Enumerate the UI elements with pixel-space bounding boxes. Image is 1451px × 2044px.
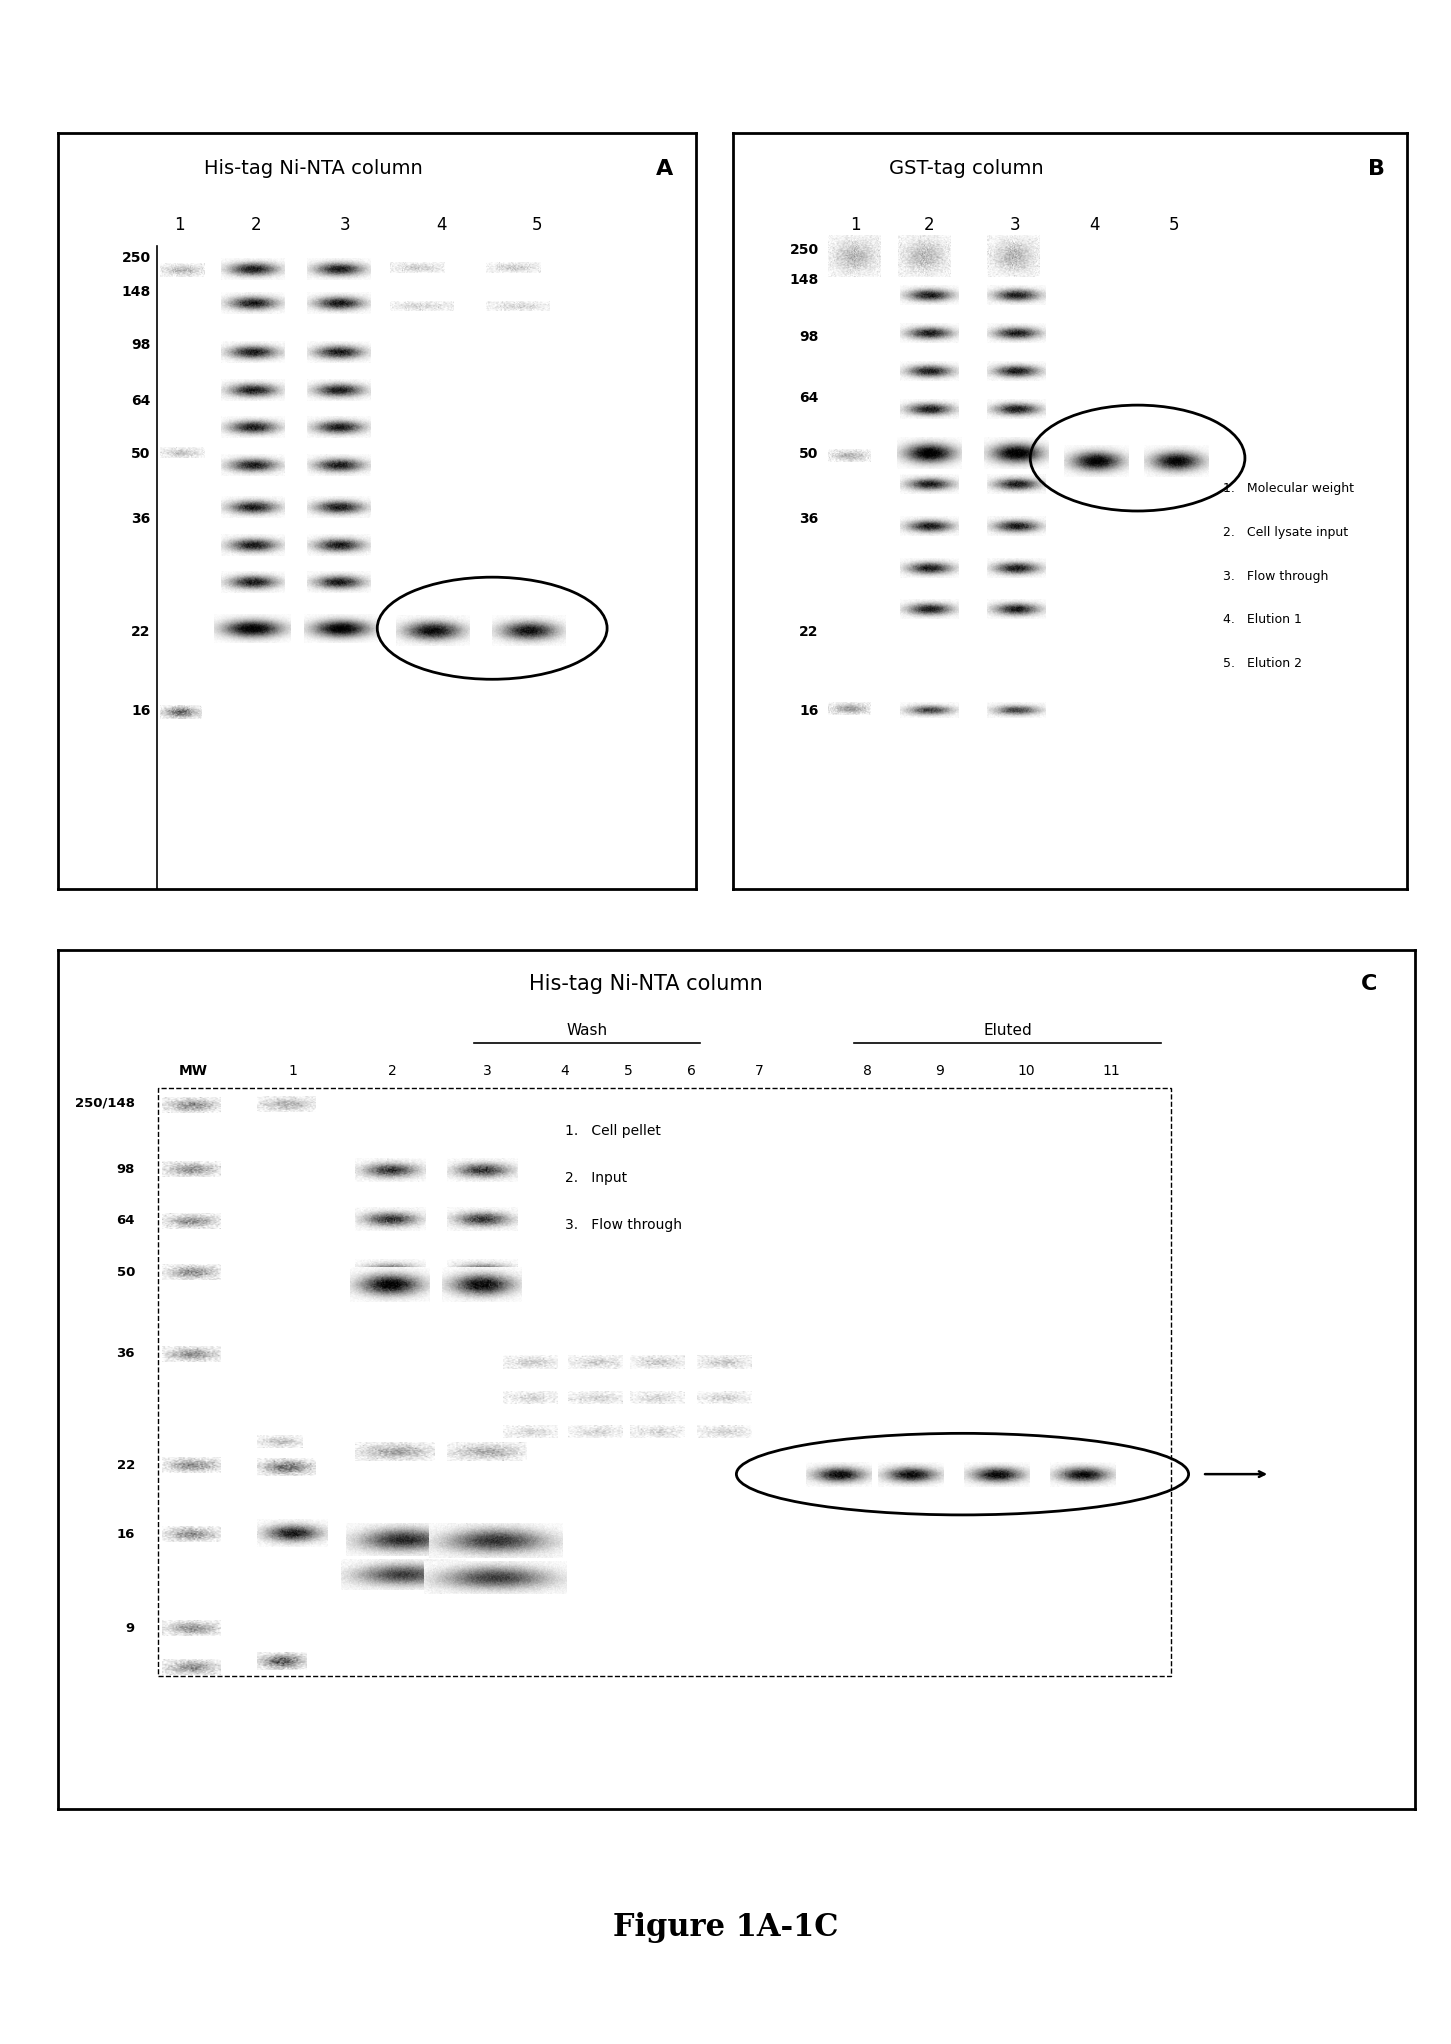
Text: 9: 9 [936,1063,945,1077]
Text: 5: 5 [1170,217,1180,235]
Text: 22: 22 [800,625,818,640]
Text: 250: 250 [122,251,151,264]
Text: 10: 10 [1017,1063,1035,1077]
Text: 2: 2 [924,217,934,235]
Text: 16: 16 [131,705,151,717]
Text: 98: 98 [800,329,818,343]
Text: MW: MW [180,1063,207,1077]
Text: 50: 50 [116,1265,135,1280]
Text: 2: 2 [251,217,261,235]
Text: 6: 6 [686,1063,695,1077]
Text: 7: 7 [755,1063,763,1077]
Text: 98: 98 [116,1163,135,1175]
Text: 5.   Elution 2: 5. Elution 2 [1223,658,1303,670]
Text: 250: 250 [789,243,818,258]
Text: 2.   Input: 2. Input [564,1171,627,1186]
Text: 50: 50 [800,448,818,462]
Text: 4: 4 [435,217,447,235]
Text: 250/148: 250/148 [75,1098,135,1110]
Text: 3: 3 [483,1063,492,1077]
Text: B: B [1368,159,1386,180]
Text: 1.   Cell pellet: 1. Cell pellet [564,1124,660,1139]
Text: 4: 4 [1090,217,1100,235]
Text: GST-tag column: GST-tag column [888,159,1043,178]
Text: 36: 36 [132,511,151,525]
Text: 1: 1 [289,1063,297,1077]
Text: 5: 5 [531,217,543,235]
Text: 3: 3 [1010,217,1020,235]
Text: Wash: Wash [566,1024,608,1038]
Text: 3: 3 [340,217,351,235]
Text: 16: 16 [800,705,818,717]
Text: 16: 16 [116,1527,135,1541]
Text: His-tag Ni-NTA column: His-tag Ni-NTA column [530,975,763,995]
Text: 2: 2 [389,1063,398,1077]
Text: 1.   Molecular weight: 1. Molecular weight [1223,482,1354,495]
Text: 11: 11 [1103,1063,1120,1077]
Text: 64: 64 [116,1214,135,1226]
Text: A: A [656,159,673,180]
Text: 3.   Flow through: 3. Flow through [1223,570,1329,583]
Text: 98: 98 [131,337,151,352]
Text: His-tag Ni-NTA column: His-tag Ni-NTA column [205,159,422,178]
Text: 4.   Elution 1: 4. Elution 1 [1223,613,1303,625]
Text: 64: 64 [800,390,818,405]
Text: 36: 36 [800,511,818,525]
Text: Figure 1A-1C: Figure 1A-1C [612,1911,839,1944]
Text: 5: 5 [624,1063,633,1077]
Text: Eluted: Eluted [984,1024,1032,1038]
Text: 9: 9 [126,1623,135,1635]
Text: 36: 36 [116,1347,135,1361]
Text: 64: 64 [131,394,151,409]
Text: 3.   Flow through: 3. Flow through [564,1218,682,1233]
Text: 148: 148 [789,274,818,288]
Text: 22: 22 [131,625,151,640]
Text: 1: 1 [850,217,860,235]
Text: 22: 22 [116,1459,135,1472]
Text: 50: 50 [131,448,151,462]
Text: 1: 1 [174,217,184,235]
Text: C: C [1361,975,1377,995]
Text: 2.   Cell lysate input: 2. Cell lysate input [1223,525,1348,540]
Text: 148: 148 [122,284,151,298]
Text: 4: 4 [560,1063,569,1077]
Text: 8: 8 [863,1063,872,1077]
